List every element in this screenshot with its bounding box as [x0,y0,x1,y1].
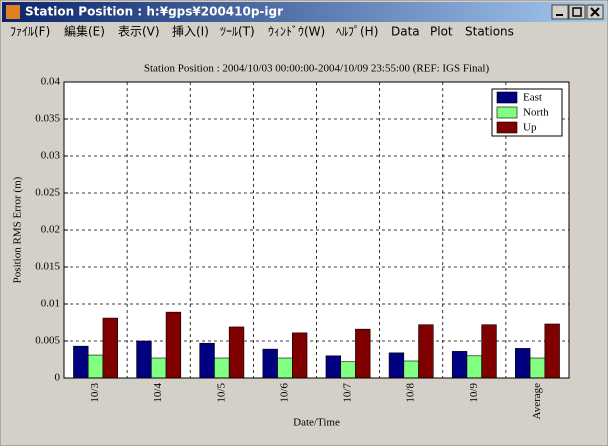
window-title: Station Position : h:¥gps¥200410p-igr [25,5,283,19]
bar [340,361,356,379]
bar [292,332,308,379]
y-tick-label: 0.025 [35,187,60,199]
bar [277,357,293,379]
bar [481,324,497,379]
bar [403,360,419,379]
bar [214,357,230,379]
maximize-button[interactable] [568,4,586,20]
bar [529,357,546,379]
legend-swatch [496,91,518,104]
x-tick-label: 10/5 [215,383,227,403]
menu-item[interactable]: ｳｨﾝﾄﾞｳ(W) [268,25,325,39]
maximize-glyph [572,7,582,17]
x-tick-label: 10/4 [152,383,164,403]
x-axis-label: Date/Time [293,417,340,429]
legend-swatch [496,106,518,119]
plot-border [63,81,570,379]
bar [136,340,152,379]
title-bar [2,2,606,22]
legend-label: Up [523,122,537,134]
close-glyph [590,7,600,17]
bar [388,352,405,379]
x-tick-label: 10/8 [405,383,417,403]
bar [466,355,482,379]
y-tick-label: 0.03 [41,150,61,162]
x-tick-label: 10/7 [342,383,354,403]
chart-title: Station Position : 2004/10/03 00:00:00-2… [144,63,490,75]
menu-item[interactable]: ﾂｰﾙ(T) [220,25,255,39]
y-tick-label: 0.01 [41,298,60,310]
menu-item[interactable]: ﾍﾙﾌﾟ(H) [336,25,378,39]
menu-item[interactable]: Plot [430,25,453,39]
bar [87,354,104,379]
legend-swatch [496,121,518,134]
bar [199,342,215,379]
x-tick-label: 10/3 [89,383,101,403]
window-buttons[interactable] [551,4,604,20]
y-tick-label: 0.02 [41,224,60,236]
bar [544,323,560,379]
bar [165,311,182,379]
x-tick-label: 10/9 [468,383,480,403]
menu-item[interactable]: 編集(E) [64,24,105,39]
bar [228,326,245,379]
bar [73,345,89,379]
bar [102,317,118,379]
y-tick-label: 0.005 [35,335,60,347]
y-tick-label: 0.04 [41,76,61,88]
menu-item[interactable]: 挿入(I) [172,25,209,39]
y-tick-label: 0.015 [35,261,60,273]
minimize-button[interactable] [551,4,569,20]
menu-item[interactable]: ﾌｧｲﾙ(F) [10,25,50,39]
bar [355,328,371,379]
x-tick-label: 10/6 [278,383,290,403]
y-axis-label: Position RMS Error (m) [12,176,24,283]
bar [325,355,341,379]
legend-label: East [523,92,542,104]
bar [151,357,167,379]
menu-item[interactable]: Data [391,25,420,39]
bar [418,324,434,379]
app-icon [6,5,20,19]
bar [451,351,468,379]
menu-item[interactable]: Stations [465,25,514,39]
bar [515,348,531,379]
menu-item[interactable]: 表示(V) [118,25,160,39]
bar [262,348,278,379]
y-tick-label: 0.035 [35,113,60,125]
legend-label: North [523,107,549,119]
y-tick-label: 0 [55,372,61,384]
x-tick-label: Average [531,383,543,420]
